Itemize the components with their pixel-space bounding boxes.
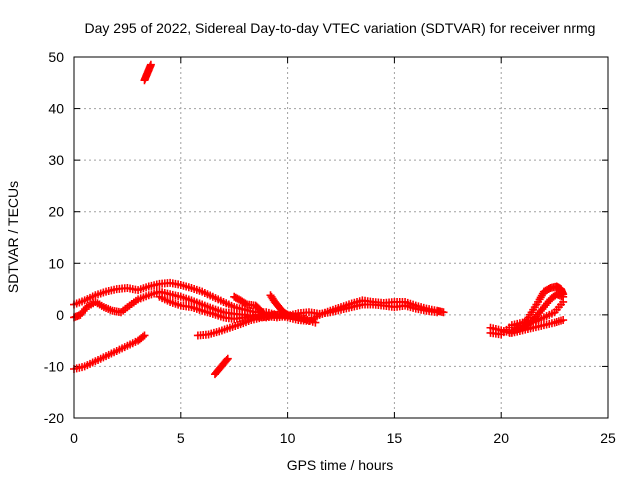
series-track-4: [193, 310, 320, 340]
data-point: [222, 355, 231, 364]
y-tick-label: -10: [44, 358, 64, 374]
data-point: [559, 316, 568, 325]
x-tick-label: 5: [177, 430, 185, 446]
data-point: [260, 310, 269, 319]
plot-frame: [73, 56, 609, 419]
grid: [74, 57, 608, 418]
data-point: [223, 354, 232, 363]
data-point: [259, 309, 268, 318]
data-point: [138, 332, 147, 341]
y-tick-label: 10: [48, 255, 64, 271]
series-track-7: [210, 354, 232, 379]
y-tick-label: 20: [48, 204, 64, 220]
data-point: [559, 292, 568, 301]
data-point: [140, 331, 149, 340]
series-track-9: [266, 291, 292, 319]
x-tick-label: 20: [493, 430, 509, 446]
chart-title: Day 295 of 2022, Sidereal Day-to-day VTE…: [85, 20, 596, 36]
series-track-13: [510, 290, 568, 335]
series-track-8: [230, 292, 269, 319]
data-point: [241, 299, 250, 308]
y-tick-label: 0: [56, 307, 64, 323]
ticks: 0 5 10 15 20 25 -20 -10 0 10 20 30 40 50: [44, 49, 616, 446]
y-tick-label: -20: [44, 410, 64, 426]
series-track-6: [140, 60, 155, 85]
x-tick-label: 0: [70, 430, 78, 446]
x-tick-label: 25: [600, 430, 616, 446]
y-axis-label: SDTVAR / TECUs: [5, 181, 21, 293]
data-point: [146, 60, 155, 69]
y-tick-label: 30: [48, 152, 64, 168]
data-point: [283, 310, 292, 319]
y-tick-label: 50: [48, 49, 64, 65]
data-marks: [70, 60, 568, 379]
x-axis-label: GPS time / hours: [287, 457, 394, 473]
series-track-3: [70, 331, 149, 374]
data-point: [433, 308, 442, 317]
x-tick-label: 10: [280, 430, 296, 446]
x-tick-label: 15: [387, 430, 403, 446]
data-point: [311, 318, 320, 327]
y-tick-label: 40: [48, 101, 64, 117]
